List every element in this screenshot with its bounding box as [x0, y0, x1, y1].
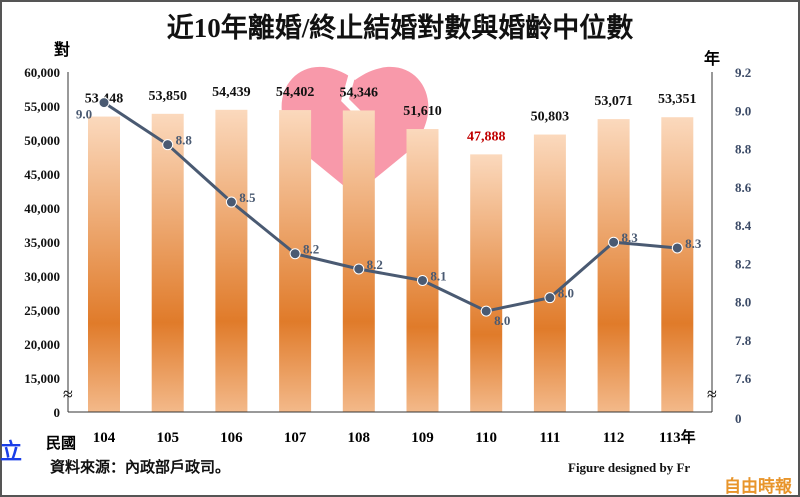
bar	[88, 116, 120, 413]
right-tick-label: 9.2	[735, 65, 751, 80]
right-tick-label: 8.6	[735, 180, 752, 195]
newspaper-logo: 自由時報	[724, 477, 792, 496]
right-tick-label: 0	[735, 411, 742, 426]
left-axis-break: ≈	[63, 384, 73, 404]
left-tick-label: 45,000	[24, 167, 60, 182]
line-point	[480, 305, 492, 317]
left-tick-label: 50,000	[24, 133, 60, 148]
left-tick-label: 35,000	[24, 235, 60, 250]
designer-credit: Figure designed by Fr	[568, 460, 691, 475]
line-value-label: 8.0	[558, 286, 574, 301]
left-tick-label: 0	[54, 405, 61, 420]
bar-value-label: 53,850	[148, 89, 187, 104]
line-point	[608, 236, 620, 248]
left-tick-label: 15,000	[24, 371, 60, 386]
right-tick-label: 7.8	[735, 333, 752, 348]
x-tick-label: 107	[284, 430, 307, 446]
bar-value-label: 53,351	[658, 92, 697, 107]
right-tick-label: 9.0	[735, 103, 751, 118]
bar-value-label: 54,439	[212, 85, 251, 100]
line-point	[353, 263, 365, 275]
bar	[279, 110, 312, 412]
x-prefix-label: 民國	[46, 435, 76, 452]
x-tick-label: 109	[411, 430, 434, 446]
x-tick-label: 111	[539, 430, 560, 446]
line-value-label: 8.0	[494, 313, 510, 328]
line-point	[671, 242, 683, 254]
x-tick-label: 105	[156, 430, 179, 446]
line-value-label: 8.3	[621, 230, 638, 245]
left-tick-label: 30,000	[24, 269, 60, 284]
chart-title: 近10年離婚/終止結婚對數與婚齡中位數	[166, 13, 634, 43]
right-tick-label: 7.6	[735, 371, 752, 386]
bar	[151, 113, 184, 412]
x-tick-label: 104	[93, 430, 116, 446]
x-tick-label: 113年	[659, 428, 696, 446]
line-value-label: 9.0	[76, 107, 92, 122]
x-tick-label: 106	[220, 430, 243, 446]
bar	[215, 109, 248, 413]
bar	[661, 117, 694, 413]
bar-value-label: 53,071	[594, 94, 633, 109]
x-tick-label: 108	[348, 430, 371, 446]
line-value-label: 8.2	[367, 257, 383, 272]
bar	[597, 119, 630, 413]
bar-value-label: 51,610	[403, 104, 442, 119]
right-axis-break: ≈	[707, 384, 717, 404]
line-point	[225, 196, 237, 208]
line-value-label: 8.8	[176, 133, 193, 148]
line-point	[98, 97, 110, 109]
x-tick-label: 112	[603, 430, 625, 446]
line-value-label: 8.2	[303, 242, 319, 257]
line-point	[289, 248, 301, 260]
bar-value-label: 54,402	[276, 85, 315, 100]
left-tick-label: 60,000	[24, 65, 60, 80]
cropped-text: 立	[0, 439, 23, 464]
bar-value-label: 47,888	[467, 129, 506, 144]
right-tick-label: 8.8	[735, 142, 752, 157]
left-tick-label: 40,000	[24, 201, 60, 216]
left-axis-unit: 對	[54, 40, 70, 59]
bar	[342, 110, 375, 412]
x-tick-label: 110	[475, 430, 497, 446]
bar	[533, 134, 566, 412]
right-axis-unit: 年	[704, 49, 720, 68]
bar	[470, 154, 503, 412]
line-value-label: 8.1	[430, 268, 446, 283]
line-value-label: 8.5	[239, 190, 256, 205]
right-tick-label: 8.2	[735, 256, 751, 271]
left-tick-label: 55,000	[24, 99, 60, 114]
line-value-label: 8.3	[685, 236, 702, 251]
bar-value-label: 54,346	[340, 85, 379, 100]
right-tick-label: 8.4	[735, 218, 752, 233]
line-point	[162, 139, 174, 151]
source-note: 資料來源：內政部戶政司。	[50, 460, 231, 476]
bar	[406, 129, 439, 412]
right-tick-label: 8.0	[735, 295, 751, 310]
line-point	[544, 292, 556, 304]
left-tick-label: 25,000	[24, 303, 60, 318]
bar-value-label: 50,803	[531, 110, 570, 125]
line-point	[417, 274, 428, 286]
median-line	[103, 101, 678, 313]
left-tick-label: 20,000	[24, 337, 60, 352]
